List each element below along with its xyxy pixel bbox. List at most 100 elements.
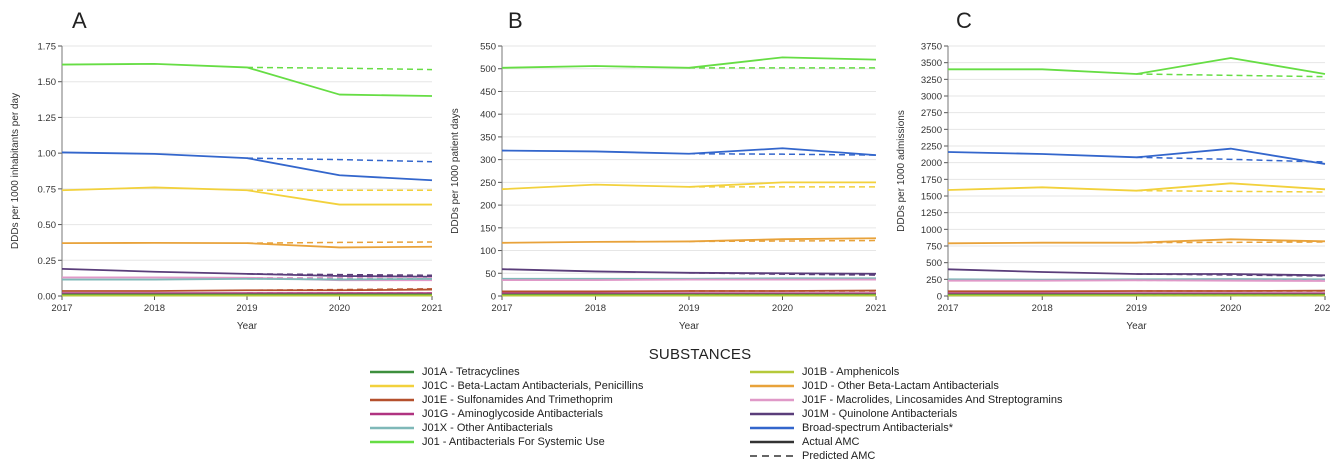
y-tick-label: 3500 xyxy=(921,58,942,69)
series-predicted-broadspectrum xyxy=(688,152,877,156)
legend-item: J01B - Amphenicols xyxy=(750,365,1050,378)
series-actual-broadspectrum xyxy=(947,147,1326,165)
x-tick-label: 2021 xyxy=(865,303,886,314)
legend-item xyxy=(370,449,750,462)
legend-label: J01C - Beta-Lactam Antibacterials, Penic… xyxy=(422,379,644,392)
series-actual-broadspectrum xyxy=(61,151,433,182)
x-tick-label: 2018 xyxy=(585,303,606,314)
y-tick-label: 3250 xyxy=(921,75,942,86)
y-tick-label: 2000 xyxy=(921,158,942,169)
chart-panel-a: 0.00 0.25 0.50 0.75 1.00 1.25 1.50 1.75 2017 2018… xyxy=(10,42,443,333)
legend-label: J01D - Other Beta-Lactam Antibacterials xyxy=(802,379,999,392)
y-tick-label: 550 xyxy=(480,42,496,53)
legend-label: Broad-spectrum Antibacterials* xyxy=(802,421,954,434)
legend-item: Actual AMC xyxy=(750,435,1050,448)
series-predicted-j01c xyxy=(1136,189,1326,193)
series-predicted-j01d xyxy=(1136,241,1326,244)
series-predicted-j01m xyxy=(246,273,433,277)
legend-line-icon xyxy=(370,412,414,415)
legend-label: J01E - Sulfonamides And Trimethoprim xyxy=(422,393,613,406)
panel-letter-b: B xyxy=(508,8,523,33)
series-predicted-j01 xyxy=(246,66,433,71)
x-tick-label: 2019 xyxy=(678,303,699,314)
legend-item: J01D - Other Beta-Lactam Antibacterials xyxy=(750,379,1050,392)
legend-label: J01 - Antibacterials For Systemic Use xyxy=(422,435,605,448)
y-tick-label: 350 xyxy=(480,132,496,143)
y-axis-label: DDDs per 1000 patient days xyxy=(450,108,461,234)
legend-swatch xyxy=(370,424,414,432)
legend-swatch xyxy=(370,382,414,390)
legend-line-icon xyxy=(370,398,414,401)
x-axis-label: Year xyxy=(1126,321,1147,332)
legend-label: Actual AMC xyxy=(802,435,860,448)
y-tick-label: 2500 xyxy=(921,125,942,136)
x-axis-label: Year xyxy=(679,321,700,332)
x-tick-label: 2021 xyxy=(1314,303,1330,314)
x-tick-label: 2020 xyxy=(329,303,350,314)
series-actual-j01 xyxy=(61,62,433,97)
legend-line-icon xyxy=(750,454,794,457)
y-axis-label: DDDs per 1000 inhabitants per day xyxy=(10,93,21,249)
y-tick-label: 1.50 xyxy=(38,77,57,88)
legend-swatch xyxy=(370,410,414,418)
legend-line-icon xyxy=(750,426,794,429)
series-predicted-j01d xyxy=(246,241,433,244)
x-tick-label: 2017 xyxy=(491,303,512,314)
y-tick-label: 250 xyxy=(480,178,496,189)
chart-panel-c: 0 250 500 750 1000 1250 1500 1750 2000 2250 2500 27… xyxy=(896,42,1330,333)
y-tick-label: 0.50 xyxy=(38,220,57,231)
legend: SUBSTANCES J01A - Tetracyclines J01B - Am… xyxy=(370,346,1070,462)
x-tick-label: 2018 xyxy=(144,303,165,314)
series-actual-j01 xyxy=(501,56,877,69)
legend-line-icon xyxy=(750,398,794,401)
y-tick-label: 2250 xyxy=(921,142,942,153)
x-tick-label: 2019 xyxy=(236,303,257,314)
y-tick-label: 250 xyxy=(926,275,942,286)
legend-line-icon xyxy=(750,440,794,443)
legend-label: J01G - Aminoglycoside Antibacterials xyxy=(422,407,603,420)
x-tick-label: 2019 xyxy=(1126,303,1147,314)
legend-line-icon xyxy=(370,384,414,387)
y-tick-label: 200 xyxy=(480,201,496,212)
y-tick-label: 3750 xyxy=(921,42,942,53)
series-actual-j01c xyxy=(501,181,876,191)
y-tick-label: 1.75 xyxy=(38,42,57,53)
legend-line-icon xyxy=(750,370,794,373)
y-tick-label: 3000 xyxy=(921,92,942,103)
legend-line-icon xyxy=(370,440,414,443)
legend-item: J01 - Antibacterials For Systemic Use xyxy=(370,435,750,448)
y-tick-label: 0.25 xyxy=(38,256,57,267)
legend-item: J01E - Sulfonamides And Trimethoprim xyxy=(370,393,750,406)
legend-swatch xyxy=(750,382,794,390)
x-tick-label: 2018 xyxy=(1032,303,1053,314)
panel-letter-a: A xyxy=(72,8,87,33)
x-tick-label: 2017 xyxy=(51,303,72,314)
legend-item: J01X - Other Antibacterials xyxy=(370,421,750,434)
series-predicted-j01m xyxy=(688,272,877,276)
legend-swatch xyxy=(370,368,414,376)
series-actual-j01c xyxy=(947,182,1326,192)
legend-item: J01C - Beta-Lactam Antibacterials, Penic… xyxy=(370,379,750,392)
y-tick-label: 1500 xyxy=(921,192,942,203)
legend-swatch xyxy=(750,410,794,418)
legend-label: J01X - Other Antibacterials xyxy=(422,421,553,434)
chart-panel-b: 0 50 100 150 200 250 300 350 400 450 500 550 2017 201… xyxy=(450,42,887,333)
series-predicted-j01e xyxy=(246,288,433,292)
y-tick-label: 1.25 xyxy=(38,113,57,124)
x-tick-label: 2020 xyxy=(1220,303,1241,314)
x-tick-label: 2017 xyxy=(937,303,958,314)
legend-label: J01A - Tetracyclines xyxy=(422,365,520,378)
y-tick-label: 400 xyxy=(480,110,496,121)
y-tick-label: 0 xyxy=(491,292,496,303)
legend-item: Broad-spectrum Antibacterials* xyxy=(750,421,1050,434)
legend-title: SUBSTANCES xyxy=(648,346,752,363)
y-tick-label: 1.00 xyxy=(38,149,57,160)
y-tick-label: 0.00 xyxy=(38,292,57,303)
y-tick-label: 150 xyxy=(480,223,496,234)
legend-item: J01M - Quinolone Antibacterials xyxy=(750,407,1050,420)
y-tick-label: 0.75 xyxy=(38,184,57,195)
legend-grid: J01A - Tetracyclines J01B - Amphenicols J0… xyxy=(370,365,1070,462)
charts-svg: 0.00 0.25 0.50 0.75 1.00 1.25 1.50 1.75 2017 2018… xyxy=(10,42,1330,333)
series-predicted-j01m xyxy=(1136,273,1326,277)
y-tick-label: 1000 xyxy=(921,225,942,236)
